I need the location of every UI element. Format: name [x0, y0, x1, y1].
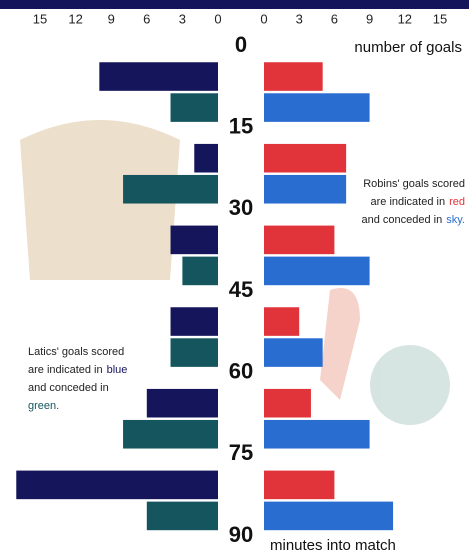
- y-tick-label: 90: [229, 522, 253, 547]
- bar: [146, 388, 218, 418]
- bar: [264, 174, 347, 204]
- bar: [194, 143, 218, 173]
- x-tick-label: 12: [68, 11, 82, 26]
- bar: [170, 338, 218, 367]
- bar: [264, 143, 347, 173]
- annotation: Latics' goals scored: [28, 346, 124, 358]
- x-tick-label: 3: [179, 11, 186, 26]
- bar: [264, 501, 394, 531]
- annotation-part: blue: [107, 364, 128, 376]
- bar: [264, 307, 300, 336]
- x-tick-label: 9: [366, 11, 373, 26]
- bar: [264, 225, 335, 255]
- annotation: Robins' goals scored: [363, 178, 465, 190]
- annotation: are indicated in red: [370, 196, 465, 208]
- y-tick-label: 45: [229, 277, 253, 302]
- annotation-part: red: [449, 196, 465, 208]
- bar: [99, 62, 218, 91]
- y-tick-label: 0: [235, 32, 247, 57]
- annotation-part: are indicated in: [28, 364, 103, 376]
- bar: [170, 307, 218, 336]
- x-tick-label: 15: [433, 11, 447, 26]
- annotation-part: and conceded in: [362, 214, 443, 226]
- bar: [264, 388, 311, 418]
- bar: [16, 470, 219, 500]
- y-tick-label: 60: [229, 358, 253, 383]
- bar: [123, 419, 218, 449]
- annotation: green.: [28, 400, 59, 412]
- bar: [264, 256, 370, 286]
- x-tick-label: 15: [33, 11, 47, 26]
- bar: [264, 419, 370, 449]
- bar: [264, 470, 335, 500]
- annotation: are indicated in blue: [28, 364, 127, 376]
- decoration: [20, 120, 450, 425]
- bar: [264, 338, 323, 367]
- x-tick-label: 9: [108, 11, 115, 26]
- bar: [264, 93, 370, 122]
- header-band: [0, 0, 469, 9]
- y-axis-label: minutes into match: [270, 537, 396, 554]
- bar: [146, 501, 218, 531]
- annotation: and conceded in: [28, 382, 109, 394]
- x-tick-label: 6: [143, 11, 150, 26]
- bar: [264, 62, 323, 91]
- x-tick-label: 0: [260, 11, 267, 26]
- x-tick-label: 6: [331, 11, 338, 26]
- annotation-part: and conceded in: [28, 382, 109, 394]
- y-tick-label: 75: [229, 440, 253, 465]
- annotation-part: sky.: [446, 214, 465, 226]
- x-tick-label: 12: [398, 11, 412, 26]
- x-tick-label: 3: [296, 11, 303, 26]
- x-axis-label: number of goals: [354, 39, 462, 56]
- y-tick-label: 30: [229, 195, 253, 220]
- annotation: and conceded in sky.: [362, 214, 465, 226]
- annotation-part: are indicated in: [370, 196, 445, 208]
- annotation-part: Latics' goals scored: [28, 346, 124, 358]
- bar: [170, 93, 218, 122]
- y-tick-label: 15: [229, 113, 253, 138]
- bar: [123, 174, 218, 204]
- x-tick-label: 0: [214, 11, 221, 26]
- bar: [182, 256, 218, 286]
- annotation-part: green.: [28, 400, 59, 412]
- annotation-part: Robins' goals scored: [363, 178, 465, 190]
- bar: [170, 225, 218, 255]
